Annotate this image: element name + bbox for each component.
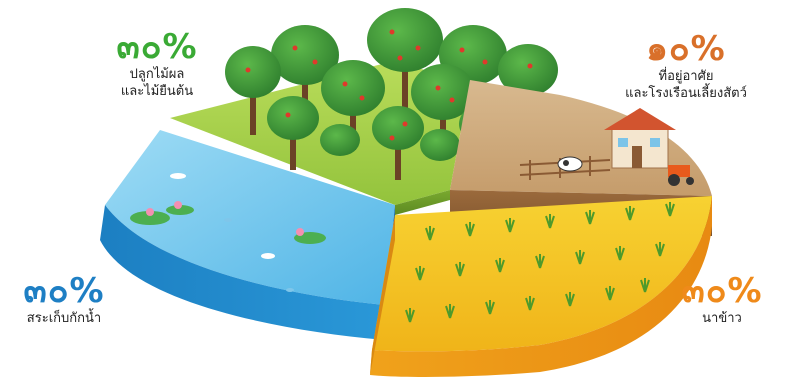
label-orchard: ๓๐% ปลูกไม้ผล และไม้ยืนต้น	[92, 28, 222, 100]
desc-pond: สระเก็บกักน้ำ	[26, 311, 102, 326]
pct-housing: ๑๐%	[646, 29, 726, 69]
pct-orchard: ๓๐%	[116, 27, 198, 67]
lotus-icon	[130, 201, 326, 244]
house-icon	[604, 108, 676, 169]
label-pond: ๓๐% สระเก็บกักน้ำ	[4, 272, 124, 327]
pie-slice-rice	[370, 196, 712, 377]
rice-plants	[405, 202, 675, 323]
desc-orchard-line2: และไม้ยืนต้น	[120, 84, 194, 99]
desc-housing-line2: และโรงเรือนเลี้ยงสัตว์	[625, 86, 747, 101]
desc-orchard-line1: ปลูกไม้ผล	[129, 67, 185, 82]
label-rice: ๓๐% นาข้าว	[662, 272, 782, 327]
pct-pond: ๓๐%	[23, 271, 105, 311]
cow-icon	[557, 156, 583, 172]
tractor-icon	[668, 165, 694, 186]
desc-housing-line1: ที่อยู่อาศัย	[658, 69, 714, 84]
pct-rice: ๓๐%	[681, 271, 763, 311]
label-housing: ๑๐% ที่อยู่อาศัย และโรงเรือนเลี้ยงสัตว์	[596, 30, 776, 102]
desc-rice: นาข้าว	[702, 311, 742, 326]
fish-icon	[170, 173, 294, 292]
